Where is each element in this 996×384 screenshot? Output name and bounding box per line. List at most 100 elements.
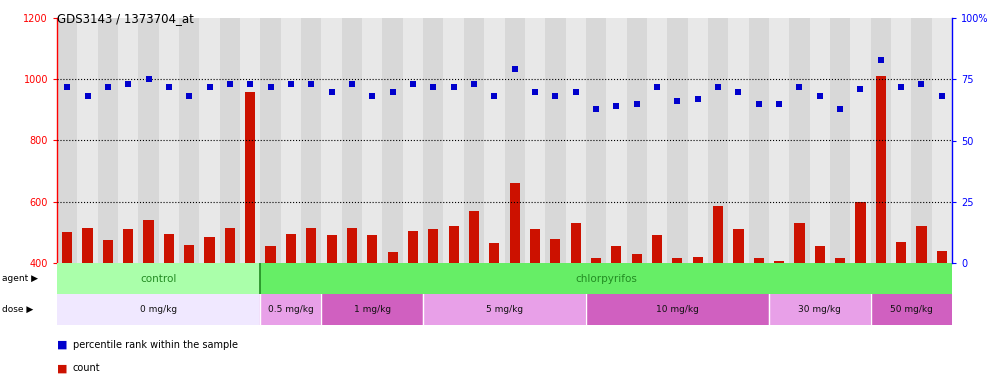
Bar	[225, 228, 235, 384]
Bar	[510, 184, 520, 384]
Bar	[57, 294, 260, 325]
Text: chlorpyrifos: chlorpyrifos	[576, 273, 637, 283]
Bar	[851, 18, 871, 263]
Point	[80, 93, 96, 99]
Point	[730, 88, 746, 94]
Bar	[586, 18, 607, 263]
Bar	[363, 18, 382, 263]
Point	[507, 66, 523, 73]
Bar	[769, 18, 789, 263]
Point	[140, 76, 156, 82]
Text: ■: ■	[57, 340, 68, 350]
Bar	[286, 234, 296, 384]
Point	[751, 101, 767, 107]
Bar	[871, 18, 891, 263]
Bar	[646, 18, 667, 263]
Bar	[464, 18, 484, 263]
Bar	[505, 18, 525, 263]
Bar	[607, 18, 626, 263]
Point	[263, 84, 279, 90]
Bar	[98, 18, 118, 263]
Bar	[484, 18, 505, 263]
Point	[527, 88, 543, 94]
Point	[568, 88, 584, 94]
Bar	[428, 229, 438, 384]
Point	[222, 81, 238, 87]
Bar	[260, 18, 281, 263]
Point	[100, 84, 116, 90]
Bar	[103, 240, 113, 384]
Bar	[525, 18, 545, 263]
Text: 5 mg/kg: 5 mg/kg	[486, 305, 523, 314]
Bar	[891, 18, 911, 263]
Text: ■: ■	[57, 363, 68, 373]
Bar	[240, 18, 260, 263]
Point	[872, 56, 888, 63]
Point	[710, 84, 726, 90]
Bar	[402, 18, 423, 263]
Point	[588, 106, 604, 112]
Bar	[266, 246, 276, 384]
Text: GDS3143 / 1373704_at: GDS3143 / 1373704_at	[57, 12, 194, 25]
Point	[283, 81, 299, 87]
Bar	[708, 18, 728, 263]
Text: 10 mg/kg: 10 mg/kg	[656, 305, 699, 314]
Bar	[448, 226, 459, 384]
Point	[161, 84, 177, 90]
Bar	[163, 234, 174, 384]
Point	[609, 103, 624, 109]
Bar	[566, 18, 586, 263]
Bar	[733, 229, 743, 384]
Bar	[260, 294, 322, 325]
Bar	[260, 263, 952, 294]
Bar	[789, 18, 810, 263]
Bar	[301, 18, 322, 263]
Bar	[667, 18, 687, 263]
Bar	[184, 245, 194, 384]
Bar	[382, 18, 402, 263]
Text: 0 mg/kg: 0 mg/kg	[140, 305, 177, 314]
Bar	[571, 223, 581, 384]
Bar	[631, 254, 641, 384]
Bar	[57, 18, 78, 263]
Bar	[204, 237, 215, 384]
Point	[669, 98, 685, 104]
Bar	[489, 243, 499, 384]
Bar	[347, 228, 357, 384]
Point	[771, 101, 787, 107]
Point	[628, 101, 644, 107]
Bar	[626, 18, 646, 263]
Bar	[281, 18, 301, 263]
Text: 30 mg/kg: 30 mg/kg	[799, 305, 842, 314]
Bar	[810, 18, 830, 263]
Bar	[62, 232, 73, 384]
Bar	[687, 18, 708, 263]
Text: 0.5 mg/kg: 0.5 mg/kg	[268, 305, 314, 314]
Bar	[586, 294, 769, 325]
Bar	[78, 18, 98, 263]
Point	[466, 81, 482, 87]
Text: count: count	[73, 363, 101, 373]
Text: 50 mg/kg: 50 mg/kg	[889, 305, 933, 314]
Bar	[835, 258, 846, 384]
Bar	[550, 238, 561, 384]
Bar	[652, 235, 662, 384]
Bar	[443, 18, 464, 263]
Bar	[692, 258, 703, 384]
Text: dose ▶: dose ▶	[2, 305, 33, 314]
Bar	[423, 294, 586, 325]
Bar	[220, 18, 240, 263]
Bar	[138, 18, 158, 263]
Point	[365, 93, 380, 99]
Bar	[754, 258, 764, 384]
Bar	[199, 18, 220, 263]
Point	[324, 88, 340, 94]
Point	[649, 84, 665, 90]
Bar	[856, 202, 866, 384]
Text: control: control	[140, 273, 177, 283]
Bar	[916, 226, 926, 384]
Point	[181, 93, 197, 99]
Bar	[672, 258, 682, 384]
Bar	[322, 294, 423, 325]
Bar	[118, 18, 138, 263]
